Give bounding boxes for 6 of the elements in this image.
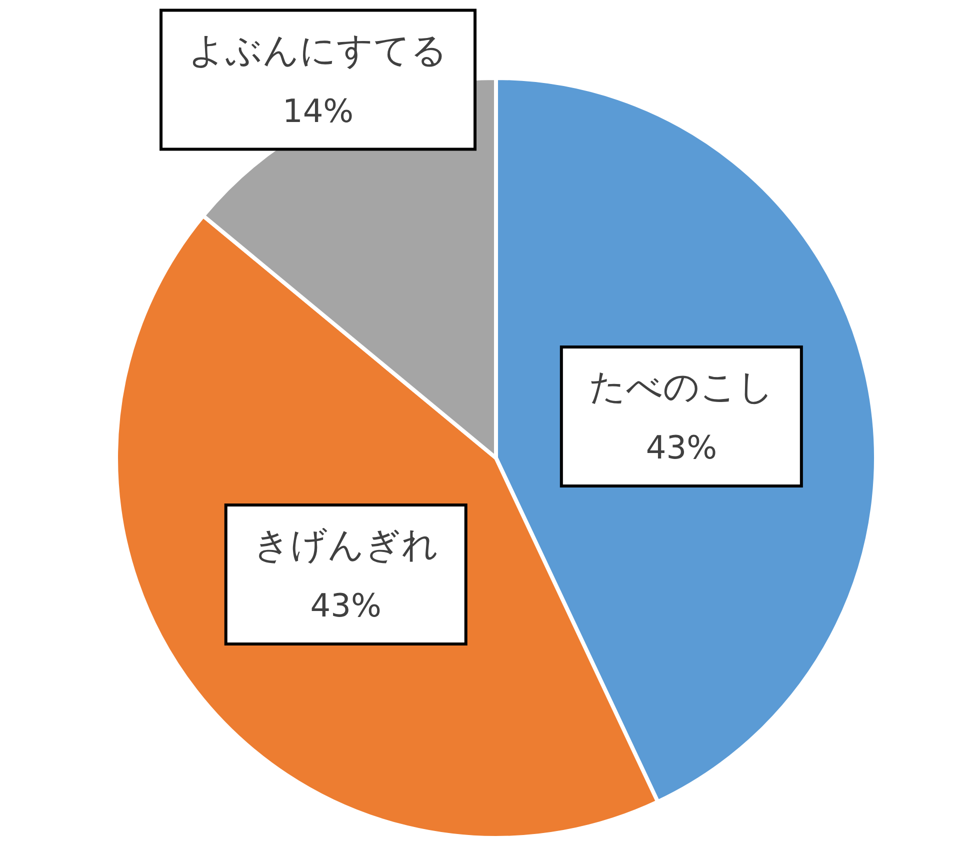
data-label: 14% [282,92,354,130]
slice-label: たべのこし [588,367,774,408]
data-label: 43% [646,428,717,467]
slice-label: きげんぎれ [253,524,438,566]
data-label: 43% [310,586,382,624]
slice-label: よぶんにすてる [188,30,448,72]
